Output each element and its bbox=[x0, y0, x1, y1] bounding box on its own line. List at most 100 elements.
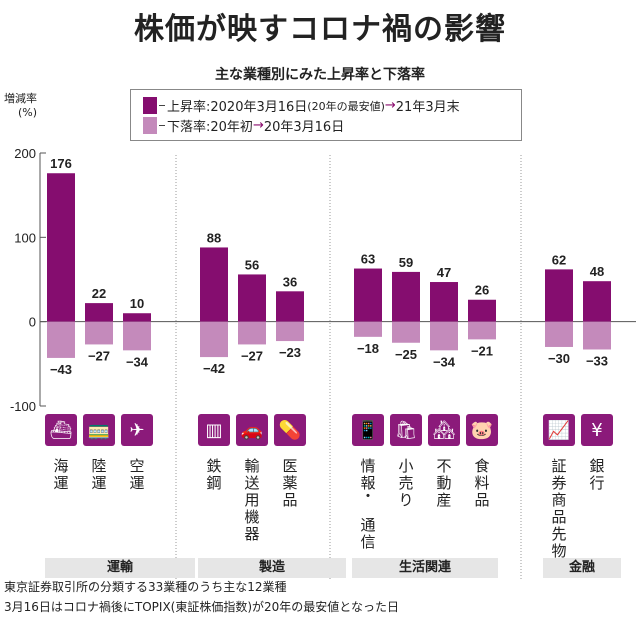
arrow-icon: → bbox=[384, 98, 396, 113]
legend-fall-suffix: 20年3月16日 bbox=[263, 120, 345, 135]
category-label: 陸運 bbox=[91, 457, 107, 492]
rise-bar bbox=[392, 271, 420, 322]
building-icon: 🏘 bbox=[428, 414, 460, 446]
rise-bar bbox=[545, 269, 573, 322]
car-icon: 🚗 bbox=[236, 414, 268, 446]
rise-value-label: 63 bbox=[361, 252, 375, 267]
arrow-icon: → bbox=[252, 118, 264, 133]
legend-fall: 下落率:20年初 → 20年3月16日 bbox=[143, 116, 344, 135]
category-label: 海運 bbox=[53, 457, 69, 492]
legend-rise-text: 上昇率:2020年3月16日 bbox=[167, 100, 308, 115]
rise-value-label: 56 bbox=[245, 257, 259, 272]
medicine-icon: 💊 bbox=[274, 414, 306, 446]
y-tick-label: -100 bbox=[10, 399, 36, 414]
y-axis-label-line1: 増減率 bbox=[4, 92, 37, 105]
rise-bar bbox=[238, 274, 266, 322]
legend-rise-note: (20年の最安値) bbox=[307, 99, 385, 113]
rise-value-label: 88 bbox=[207, 230, 221, 245]
fall-value-label: −34 bbox=[126, 354, 149, 369]
fall-value-label: −33 bbox=[586, 353, 608, 368]
steel-icon: ▥ bbox=[198, 414, 230, 446]
fall-bar bbox=[545, 321, 573, 347]
y-tick-label: 0 bbox=[29, 315, 36, 330]
footnote-2: 3月16日はコロナ禍後にTOPIX(東証株価指数)が20年の最安値となった日 bbox=[4, 600, 399, 614]
rise-bar bbox=[468, 299, 496, 322]
fall-value-label: −18 bbox=[357, 341, 379, 356]
rise-value-label: 26 bbox=[475, 283, 489, 298]
legend: 上昇率:2020年3月16日 (20年の最安値) → 21年3月末 下落率:20… bbox=[130, 89, 522, 141]
category-label: 情報・通信 bbox=[360, 457, 376, 551]
category-label: 小売り bbox=[398, 457, 414, 509]
rise-value-label: 36 bbox=[283, 274, 297, 289]
rise-value-label: 47 bbox=[437, 265, 451, 280]
rise-value-label: 48 bbox=[590, 264, 604, 279]
fall-value-label: −23 bbox=[279, 345, 301, 360]
fall-bar bbox=[238, 321, 266, 345]
rise-bar bbox=[354, 268, 382, 322]
rise-bar bbox=[85, 303, 113, 322]
fall-bar bbox=[47, 321, 75, 358]
rise-value-label: 59 bbox=[399, 255, 413, 270]
footnote-1: 東京証券取引所の分類する33業種のうち主な12業種 bbox=[4, 580, 287, 594]
legend-rise-suffix: 21年3月末 bbox=[395, 100, 460, 115]
money-icon: ¥ bbox=[581, 414, 613, 446]
fall-bar bbox=[200, 321, 228, 358]
fall-bar bbox=[123, 321, 151, 351]
smartphone-icon: 📱 bbox=[352, 414, 384, 446]
fall-value-label: −30 bbox=[548, 351, 570, 366]
fall-value-label: −42 bbox=[203, 361, 225, 376]
legend-fall-text: 下落率:20年初 bbox=[167, 120, 253, 135]
category-label: 空運 bbox=[129, 457, 145, 492]
fall-value-label: −27 bbox=[88, 348, 110, 363]
rise-value-label: 176 bbox=[50, 156, 72, 171]
rise-bar bbox=[47, 173, 75, 322]
y-axis-label-unit: (%) bbox=[18, 106, 38, 119]
category-label: 医薬品 bbox=[282, 457, 298, 509]
rise-bar bbox=[123, 313, 151, 322]
category-label: 証券商品先物 bbox=[551, 457, 567, 560]
y-tick-label: 200 bbox=[14, 146, 36, 161]
legend-dash bbox=[159, 105, 165, 106]
fall-value-label: −34 bbox=[433, 354, 456, 369]
legend-fall-swatch bbox=[143, 117, 157, 134]
chart-subtitle: 主な業種別にみた上昇率と下落率 bbox=[215, 67, 425, 83]
legend-rise-swatch bbox=[143, 97, 157, 114]
ship-icon: ⛴ bbox=[45, 414, 77, 446]
fall-bar bbox=[583, 321, 611, 350]
category-label: 鉄鋼 bbox=[206, 457, 222, 492]
rise-value-label: 22 bbox=[92, 286, 106, 301]
rise-bar bbox=[583, 281, 611, 322]
fall-value-label: −43 bbox=[50, 362, 72, 377]
airplane-icon: ✈ bbox=[121, 414, 153, 446]
fall-bar bbox=[468, 321, 496, 340]
fall-value-label: −27 bbox=[241, 348, 263, 363]
rise-value-label: 62 bbox=[552, 252, 566, 267]
rise-bar bbox=[276, 291, 304, 322]
group-label: 運輸 bbox=[45, 558, 195, 578]
food-icon: 🐷 bbox=[466, 414, 498, 446]
fall-value-label: −25 bbox=[395, 347, 417, 362]
rise-bar bbox=[430, 282, 458, 322]
group-label: 金融 bbox=[543, 558, 621, 578]
category-label: 輸送用機器 bbox=[244, 457, 260, 543]
category-label: 食料品 bbox=[474, 457, 490, 509]
fall-bar bbox=[392, 321, 420, 343]
group-label: 製造 bbox=[198, 558, 346, 578]
fall-bar bbox=[85, 321, 113, 345]
legend-dash bbox=[159, 125, 165, 126]
fall-value-label: −21 bbox=[471, 343, 493, 358]
shopping-bag-icon: 🛍 bbox=[390, 414, 422, 446]
fall-bar bbox=[430, 321, 458, 351]
group-label: 生活関連 bbox=[352, 558, 498, 578]
page-title: 株価が映すコロナ禍の影響 bbox=[134, 12, 506, 47]
legend-rise: 上昇率:2020年3月16日 (20年の最安値) → 21年3月末 bbox=[143, 96, 460, 115]
fall-bar bbox=[276, 321, 304, 342]
fall-bar bbox=[354, 321, 382, 337]
train-icon: 🚃 bbox=[83, 414, 115, 446]
y-tick-label: 100 bbox=[14, 230, 36, 245]
rise-value-label: 10 bbox=[130, 296, 144, 311]
category-label: 不動産 bbox=[436, 457, 452, 509]
chart-icon: 📈 bbox=[543, 414, 575, 446]
rise-bar bbox=[200, 247, 228, 322]
